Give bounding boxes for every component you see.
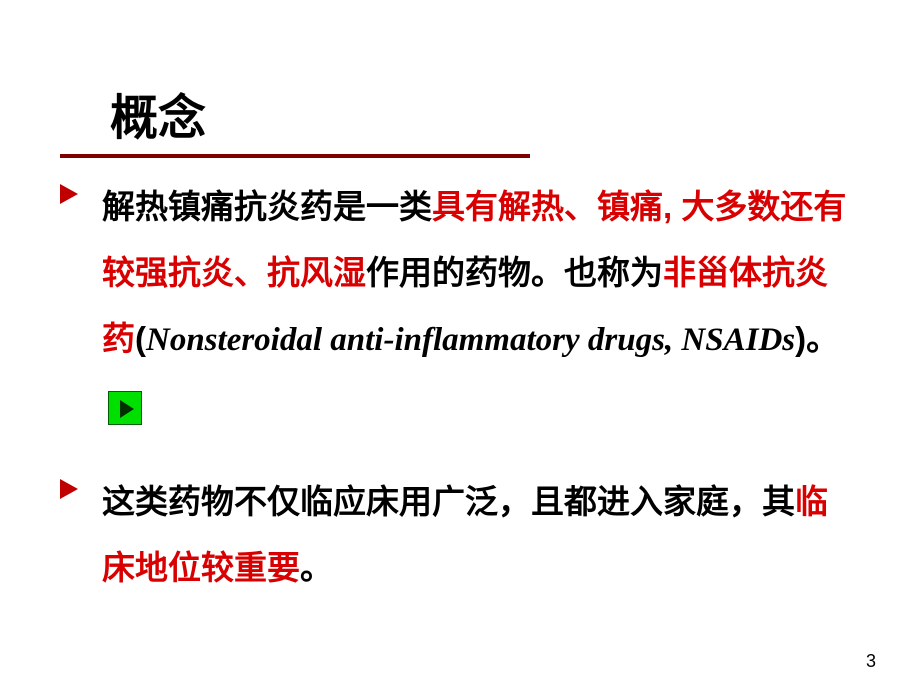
play-icon[interactable]	[108, 391, 142, 425]
text-segment: 这类药物不仅临应床用广泛，且都进入家庭，其	[102, 483, 795, 520]
chevron-right-icon	[60, 479, 78, 499]
text-segment: 作用的药物。也称为	[366, 254, 663, 291]
text-segment: (	[135, 320, 146, 357]
text-segment: 解热镇痛抗炎药是一类	[102, 188, 432, 225]
text-segment: Nonsteroidal anti-inflammatory drugs, NS…	[146, 322, 795, 358]
text-segment: 。	[806, 320, 839, 357]
slide-container: 概念 解热镇痛抗炎药是一类具有解热、镇痛, 大多数还有较强抗炎、抗风湿作用的药物…	[0, 0, 920, 690]
text-segment: 。	[300, 549, 333, 586]
chevron-right-icon	[60, 184, 78, 204]
title-underline	[60, 154, 530, 158]
bullet-item-1: 这类药物不仅临应床用广泛，且都进入家庭，其临床地位较重要。	[60, 469, 860, 601]
page-number: 3	[866, 651, 876, 672]
slide-title: 概念	[110, 78, 860, 148]
bullet-text-1: 这类药物不仅临应床用广泛，且都进入家庭，其临床地位较重要。	[102, 483, 828, 586]
bullet-text-0: 解热镇痛抗炎药是一类具有解热、镇痛, 大多数还有较强抗炎、抗风湿作用的药物。也称…	[102, 188, 846, 357]
bullet-item-0: 解热镇痛抗炎药是一类具有解热、镇痛, 大多数还有较强抗炎、抗风湿作用的药物。也称…	[60, 174, 860, 439]
bullet-list: 解热镇痛抗炎药是一类具有解热、镇痛, 大多数还有较强抗炎、抗风湿作用的药物。也称…	[60, 174, 860, 601]
text-segment: )	[795, 320, 806, 357]
